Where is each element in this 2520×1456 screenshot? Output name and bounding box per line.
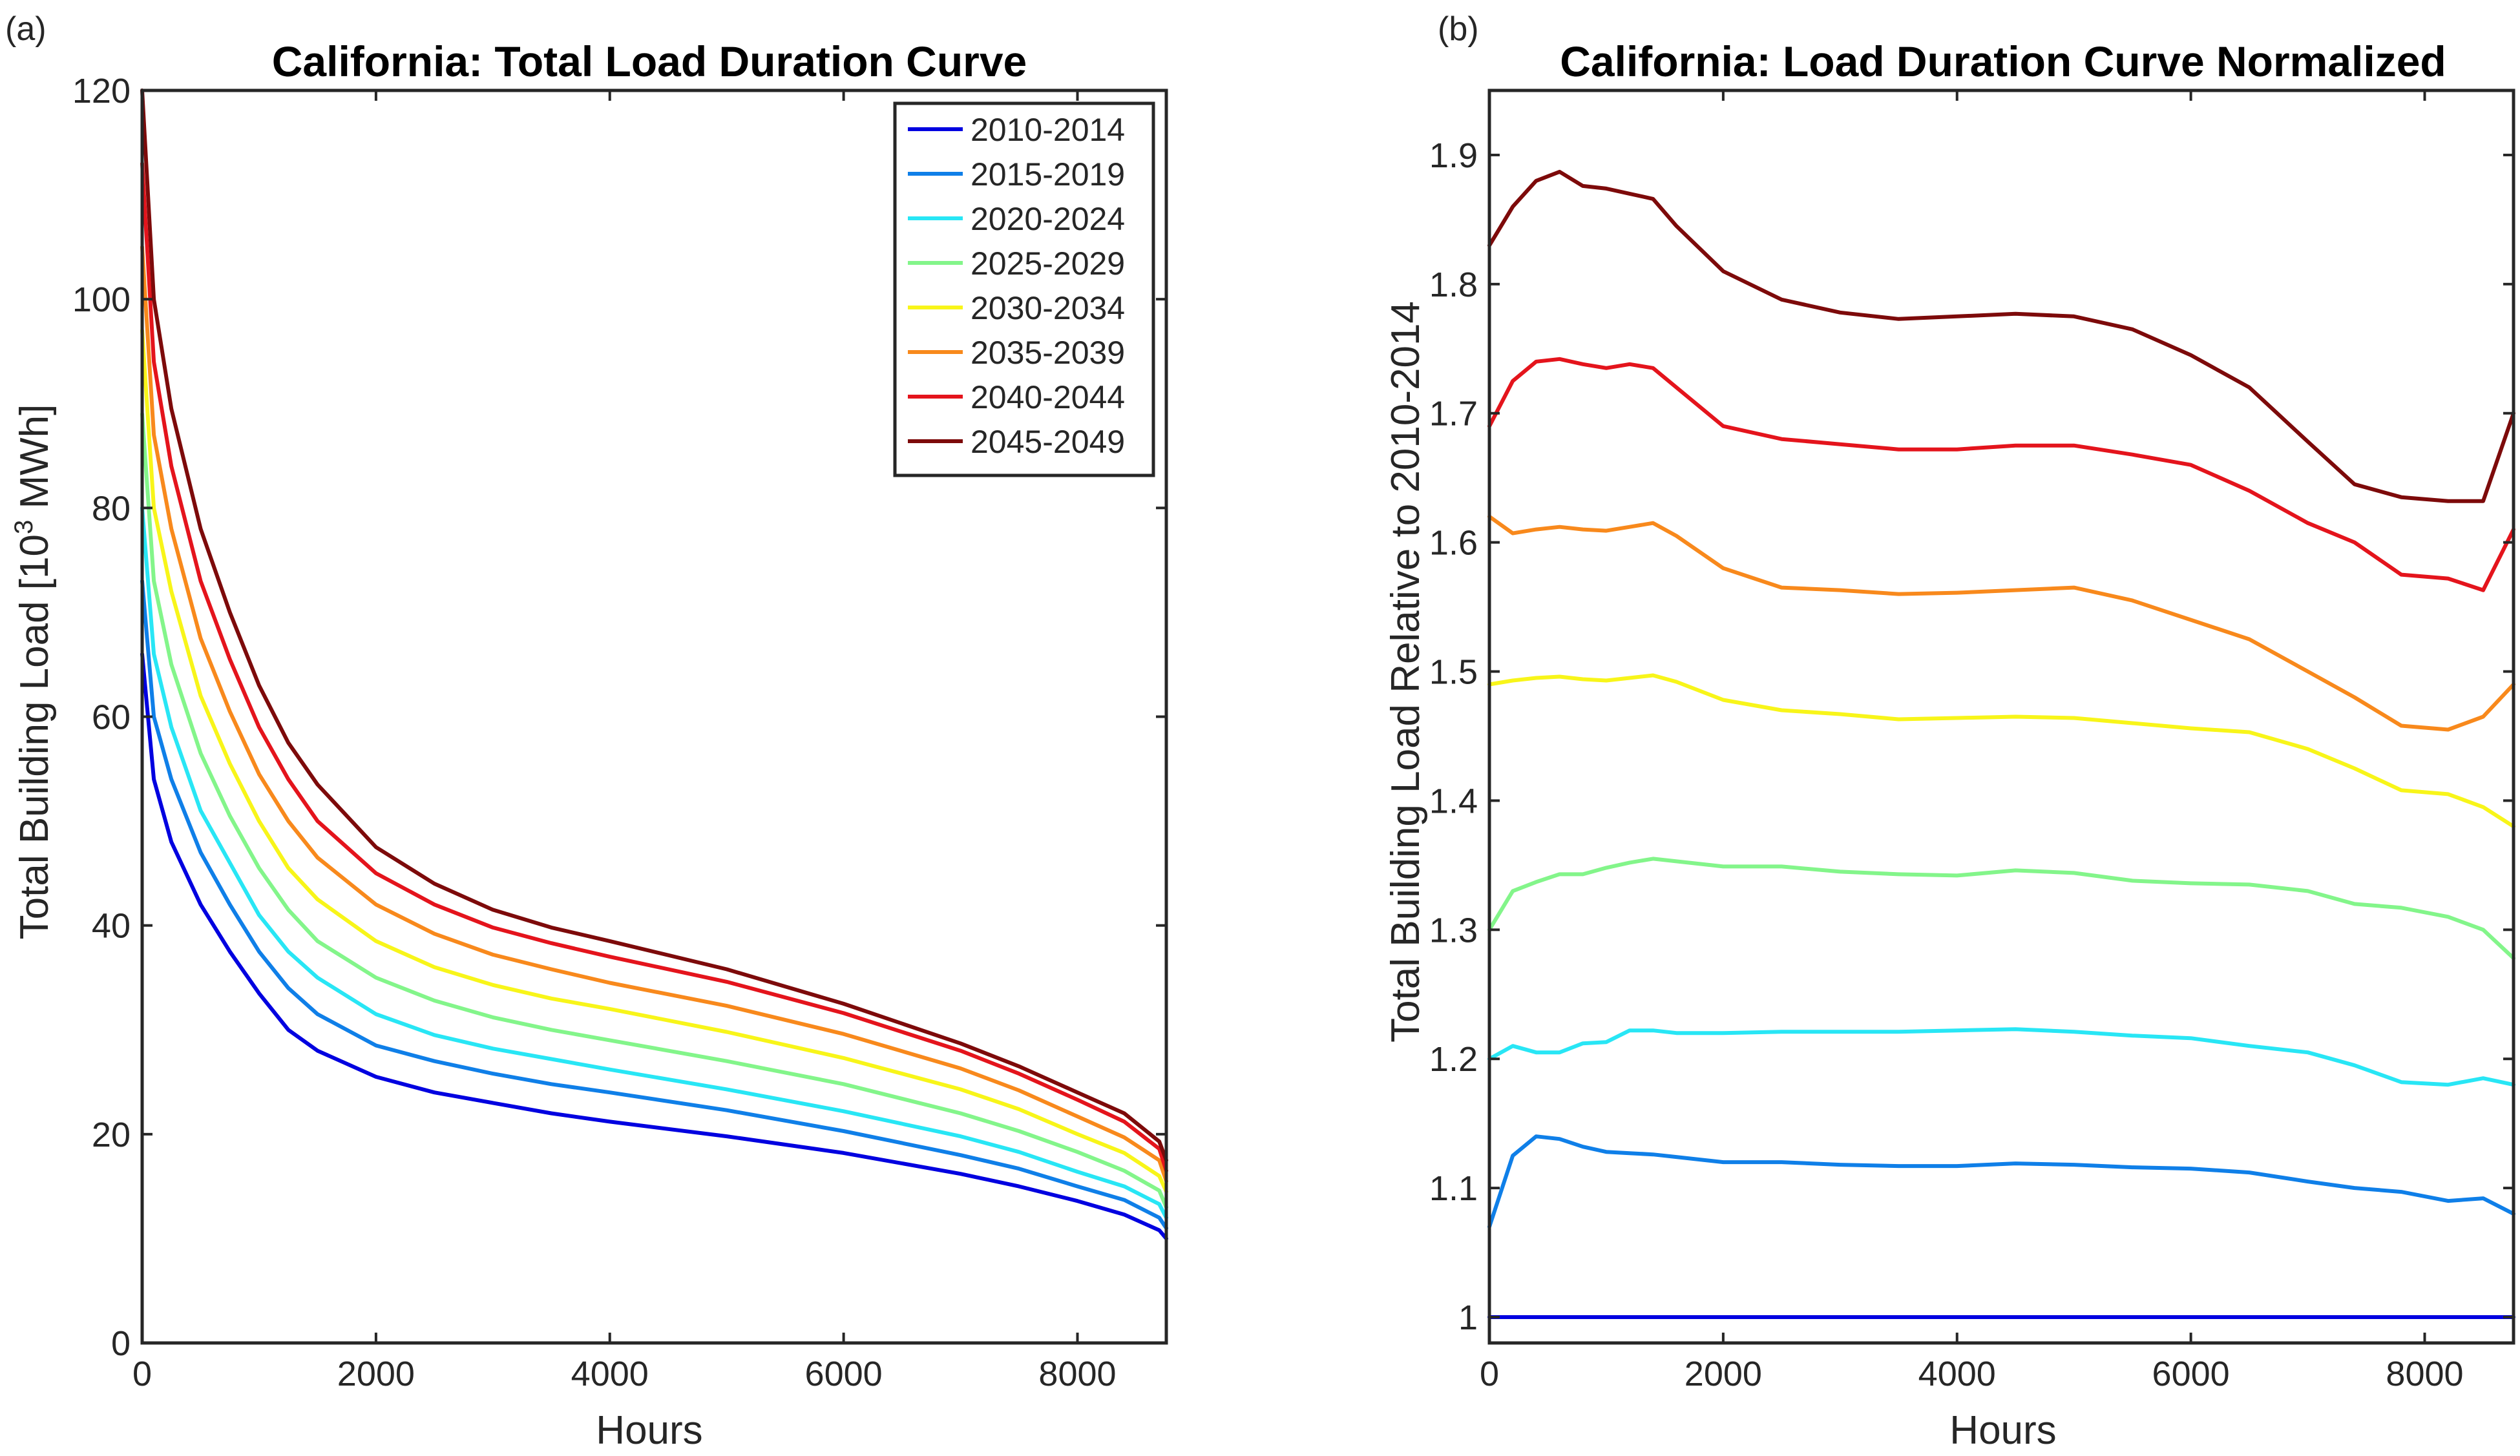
legend-box <box>893 101 1155 477</box>
chart-a-legend: 2010-2014 2015-2019 2020-2024 2025-2029 2030… <box>893 101 1155 477</box>
chart-a-ylabel-pre: Total Building Load [10 <box>12 534 57 939</box>
y-tick-label-a-120: 120 <box>72 72 131 110</box>
legend-label-2020-2024: 2020-2024 <box>971 201 1125 237</box>
series-line-a-2030-2034 <box>140 328 1168 1194</box>
chart-a-ylabel: Total Building Load [103 MWh] <box>10 404 57 940</box>
chart-a-plot: 0 2000 4000 6000 8000 0 20 40 60 80 100 120 2010-201… <box>72 72 1168 1393</box>
series-line-b-2020-2024 <box>1487 1027 2515 1087</box>
series-line-a-2025-2029 <box>140 411 1168 1209</box>
legend-label-2025-2029: 2025-2029 <box>971 245 1125 282</box>
series-line-a-2040-2044 <box>140 161 1168 1173</box>
y-tick-label-a-60: 60 <box>92 698 131 737</box>
chart-b-title: California: Load Duration Curve Normaliz… <box>1560 37 2446 85</box>
series-line-a-2035-2039 <box>140 245 1168 1183</box>
series-line-a-2015-2019 <box>140 579 1168 1231</box>
chart-a-ylabel-sup: 3 <box>10 520 38 534</box>
panel-a-label: (a) <box>5 10 47 48</box>
y-tick-label-b-1.8: 1.8 <box>1429 265 1478 304</box>
x-tick-label-a-8000: 8000 <box>1038 1355 1116 1393</box>
series-line-b-2045-2049 <box>1487 169 2515 503</box>
y-tick-label-b-1.9: 1.9 <box>1429 136 1478 175</box>
chart-b-frame <box>1487 88 2515 1345</box>
y-tick-label-a-0: 0 <box>111 1324 131 1363</box>
chart-b-ylabel: Total Building Load Relative to 2010-201… <box>1383 301 1428 1043</box>
x-tick-label-a-2000: 2000 <box>337 1355 415 1393</box>
legend-label-2015-2019: 2015-2019 <box>971 156 1125 192</box>
series-line-b-2030-2034 <box>1487 673 2515 829</box>
y-tick-label-b-1.1: 1.1 <box>1429 1169 1478 1208</box>
chart-a-title: California: Total Load Duration Curve <box>272 37 1027 85</box>
x-tick-label-b-0: 0 <box>1480 1355 1499 1393</box>
legend-label-2040-2044: 2040-2044 <box>971 379 1125 415</box>
y-tick-label-a-20: 20 <box>92 1116 131 1154</box>
legend-label-2010-2014: 2010-2014 <box>971 112 1125 148</box>
legend-label-2030-2034: 2030-2034 <box>971 290 1125 326</box>
chart-b-plot: 0 2000 4000 6000 8000 1 1.1 1.2 1.3 1.4 1.5 1.6 1.7 1… <box>1429 88 2515 1393</box>
y-tick-label-b-1.3: 1.3 <box>1429 911 1478 950</box>
series-line-a-2020-2024 <box>140 506 1168 1220</box>
y-tick-label-a-80: 80 <box>92 489 131 528</box>
legend-label-2045-2049: 2045-2049 <box>971 424 1125 460</box>
x-tick-label-b-4000: 4000 <box>1918 1355 1996 1393</box>
x-tick-label-a-6000: 6000 <box>805 1355 883 1393</box>
series-line-b-2040-2044 <box>1487 357 2515 592</box>
y-tick-label-b-1.5: 1.5 <box>1429 653 1478 692</box>
y-tick-label-a-40: 40 <box>92 907 131 946</box>
x-tick-label-b-8000: 8000 <box>2386 1355 2463 1393</box>
chart-a-ylabel-post: MWh] <box>12 404 57 520</box>
legend-label-2035-2039: 2035-2039 <box>971 335 1125 371</box>
series-line-b-2015-2019 <box>1487 1134 2515 1229</box>
series-line-b-2025-2029 <box>1487 857 2515 961</box>
y-tick-label-b-1.4: 1.4 <box>1429 782 1478 820</box>
series-line-a-2010-2014 <box>140 652 1168 1241</box>
y-tick-label-b-1.2: 1.2 <box>1429 1040 1478 1079</box>
x-tick-label-a-0: 0 <box>132 1355 152 1393</box>
y-tick-label-b-1.6: 1.6 <box>1429 524 1478 563</box>
x-tick-label-b-6000: 6000 <box>2152 1355 2230 1393</box>
y-tick-label-b-1.7: 1.7 <box>1429 395 1478 433</box>
panel-b-label: (b) <box>1438 10 1479 48</box>
chart-b-xlabel: Hours <box>1949 1408 2056 1453</box>
y-tick-label-a-100: 100 <box>72 280 131 319</box>
y-tick-label-b-1: 1 <box>1458 1298 1478 1337</box>
chart-a-xlabel: Hours <box>596 1408 702 1453</box>
series-line-a-2045-2049 <box>140 88 1168 1163</box>
x-tick-label-b-2000: 2000 <box>1685 1355 1762 1393</box>
series-line-b-2035-2039 <box>1487 514 2515 732</box>
x-tick-label-a-4000: 4000 <box>571 1355 649 1393</box>
